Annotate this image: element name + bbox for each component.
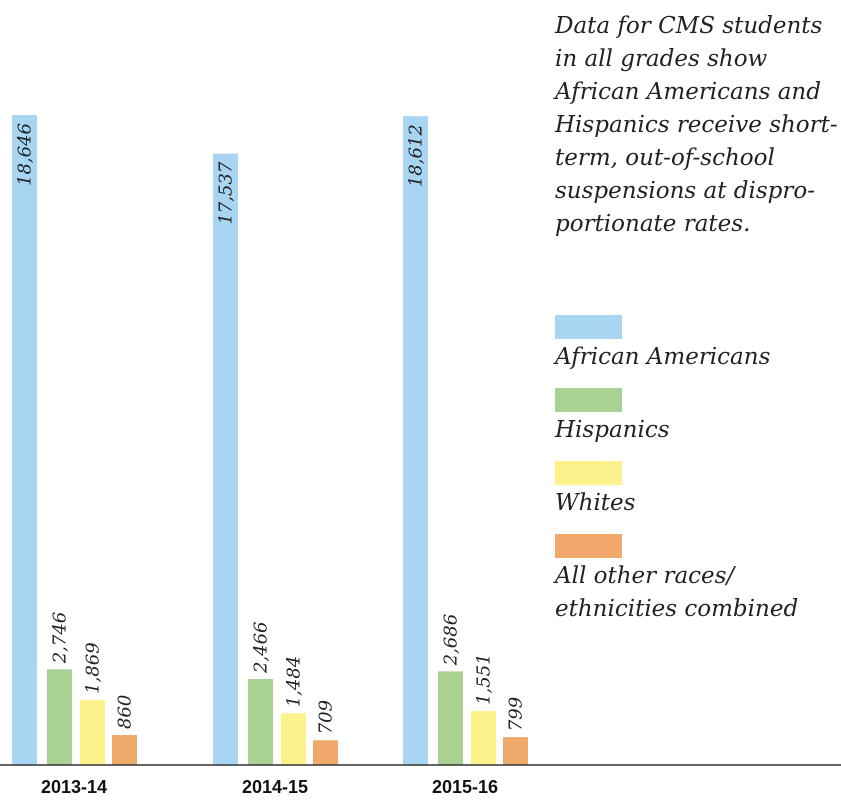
legend-label: Hispanics: [555, 417, 670, 443]
legend-swatch: [555, 534, 622, 558]
legend-item-african-americans: African Americans: [555, 315, 839, 374]
legend-item-other: All other races/ ethnicities combined: [555, 534, 839, 626]
data-label: 2,466: [251, 622, 272, 675]
bar: [281, 713, 306, 765]
legend: African Americans Hispanics Whites All o…: [555, 315, 839, 640]
chart-caption: Data for CMS students in all grades show…: [555, 13, 838, 237]
bar: [403, 116, 428, 765]
bar: [503, 737, 528, 765]
bar: [47, 669, 72, 765]
data-label: 2,686: [441, 614, 462, 667]
legend-item-whites: Whites: [555, 461, 839, 520]
data-label: 1,869: [83, 642, 104, 694]
data-label: 18,612: [406, 124, 427, 187]
x-tick-label: 2013-14: [41, 777, 107, 797]
x-tick-label: 2015-16: [432, 777, 498, 797]
legend-swatch: [555, 461, 622, 485]
data-label: 860: [115, 695, 136, 729]
data-label: 17,537: [216, 161, 237, 225]
data-label: 1,551: [474, 653, 495, 705]
data-label: 18,646: [15, 123, 36, 186]
legend-swatch: [555, 315, 622, 339]
bar: [248, 679, 273, 765]
data-label: 799: [506, 697, 527, 731]
legend-swatch: [555, 388, 622, 412]
bar: [213, 153, 238, 765]
legend-label: African Americans: [555, 344, 771, 370]
bar: [471, 710, 496, 765]
data-label: 709: [316, 700, 337, 734]
x-tick-label: 2014-15: [242, 777, 308, 797]
bar: [112, 735, 137, 765]
legend-label: Whites: [555, 490, 636, 516]
bar: [313, 740, 338, 765]
legend-item-hispanics: Hispanics: [555, 388, 839, 447]
bar: [80, 699, 105, 765]
data-label: 2,746: [50, 612, 71, 665]
data-label: 1,484: [284, 656, 305, 708]
bar: [438, 671, 463, 765]
legend-label: All other races/ ethnicities combined: [555, 563, 799, 622]
bar: [12, 115, 37, 765]
